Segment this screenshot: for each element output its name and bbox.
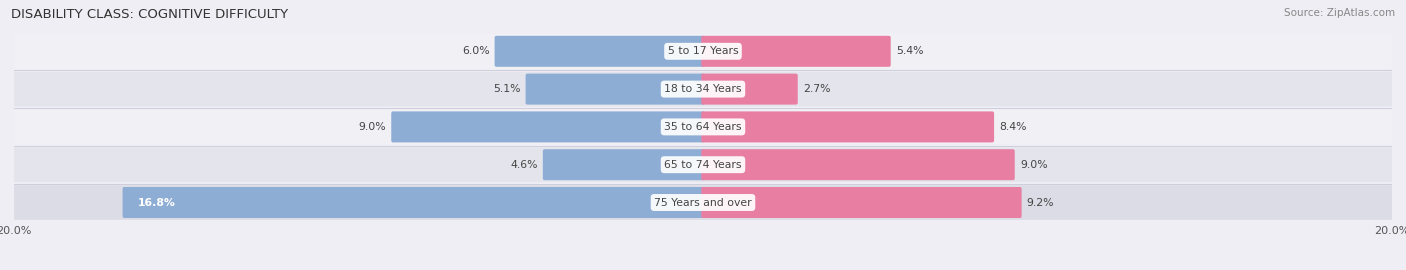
Text: 9.0%: 9.0%	[359, 122, 387, 132]
FancyBboxPatch shape	[702, 187, 1022, 218]
FancyBboxPatch shape	[391, 112, 704, 142]
FancyBboxPatch shape	[702, 74, 797, 104]
FancyBboxPatch shape	[14, 110, 1392, 144]
FancyBboxPatch shape	[543, 149, 704, 180]
Text: 9.0%: 9.0%	[1019, 160, 1047, 170]
FancyBboxPatch shape	[14, 147, 1392, 182]
FancyBboxPatch shape	[702, 149, 1015, 180]
Text: 75 Years and over: 75 Years and over	[654, 197, 752, 208]
Text: 6.0%: 6.0%	[461, 46, 489, 56]
Text: 16.8%: 16.8%	[138, 197, 176, 208]
Text: DISABILITY CLASS: COGNITIVE DIFFICULTY: DISABILITY CLASS: COGNITIVE DIFFICULTY	[11, 8, 288, 21]
Text: 5.4%: 5.4%	[896, 46, 924, 56]
FancyBboxPatch shape	[14, 72, 1392, 106]
Text: 8.4%: 8.4%	[1000, 122, 1026, 132]
Text: Source: ZipAtlas.com: Source: ZipAtlas.com	[1284, 8, 1395, 18]
FancyBboxPatch shape	[14, 185, 1392, 220]
FancyBboxPatch shape	[526, 74, 704, 104]
FancyBboxPatch shape	[122, 187, 704, 218]
Text: 9.2%: 9.2%	[1026, 197, 1054, 208]
FancyBboxPatch shape	[702, 112, 994, 142]
Text: 4.6%: 4.6%	[510, 160, 537, 170]
FancyBboxPatch shape	[495, 36, 704, 67]
FancyBboxPatch shape	[14, 34, 1392, 69]
Text: 18 to 34 Years: 18 to 34 Years	[664, 84, 742, 94]
Text: 2.7%: 2.7%	[803, 84, 831, 94]
Text: 5.1%: 5.1%	[494, 84, 520, 94]
FancyBboxPatch shape	[702, 36, 891, 67]
Text: 65 to 74 Years: 65 to 74 Years	[664, 160, 742, 170]
Text: 35 to 64 Years: 35 to 64 Years	[664, 122, 742, 132]
Text: 5 to 17 Years: 5 to 17 Years	[668, 46, 738, 56]
